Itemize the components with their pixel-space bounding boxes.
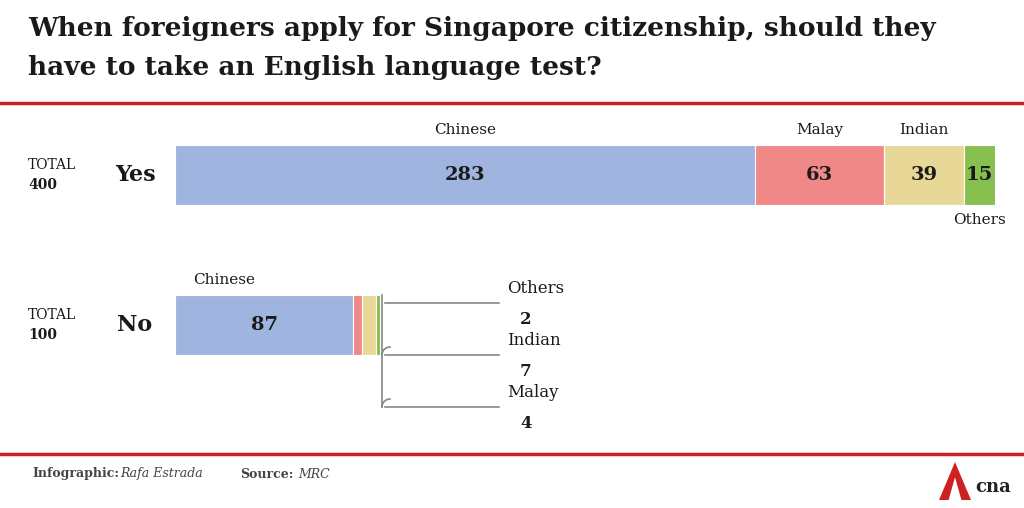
Text: have to take an English language test?: have to take an English language test?	[28, 55, 602, 80]
Text: Source:: Source:	[240, 467, 293, 481]
Text: 2: 2	[520, 311, 531, 328]
Text: Rafa Estrada: Rafa Estrada	[120, 467, 203, 481]
Text: 63: 63	[806, 166, 834, 184]
Text: 400: 400	[28, 178, 57, 192]
Text: 4: 4	[520, 415, 531, 432]
Text: Indian: Indian	[507, 332, 560, 349]
Text: Others: Others	[953, 213, 1006, 227]
Polygon shape	[948, 477, 962, 500]
FancyBboxPatch shape	[376, 295, 380, 355]
Text: cna: cna	[975, 478, 1011, 496]
Text: Chinese: Chinese	[434, 123, 496, 137]
Text: Infographic:: Infographic:	[32, 467, 119, 481]
FancyBboxPatch shape	[755, 145, 885, 205]
Text: Chinese: Chinese	[194, 273, 255, 287]
Text: 39: 39	[910, 166, 938, 184]
FancyBboxPatch shape	[965, 145, 995, 205]
Text: Indian: Indian	[900, 123, 949, 137]
Text: Malay: Malay	[507, 384, 558, 401]
Text: Yes: Yes	[115, 164, 156, 186]
Text: Others: Others	[507, 280, 564, 297]
Text: TOTAL: TOTAL	[28, 158, 76, 172]
Text: 7: 7	[520, 363, 531, 380]
Text: 283: 283	[444, 166, 485, 184]
Text: Malay: Malay	[797, 123, 844, 137]
Text: TOTAL: TOTAL	[28, 308, 76, 322]
Text: No: No	[118, 314, 153, 336]
Text: When foreigners apply for Singapore citizenship, should they: When foreigners apply for Singapore citi…	[28, 16, 936, 41]
Text: 87: 87	[251, 316, 278, 334]
FancyBboxPatch shape	[361, 295, 376, 355]
Text: 100: 100	[28, 328, 57, 342]
Text: 15: 15	[966, 166, 993, 184]
FancyBboxPatch shape	[885, 145, 965, 205]
Text: MRC: MRC	[298, 467, 330, 481]
Polygon shape	[939, 462, 971, 500]
FancyBboxPatch shape	[353, 295, 361, 355]
FancyBboxPatch shape	[175, 295, 353, 355]
FancyBboxPatch shape	[175, 145, 755, 205]
